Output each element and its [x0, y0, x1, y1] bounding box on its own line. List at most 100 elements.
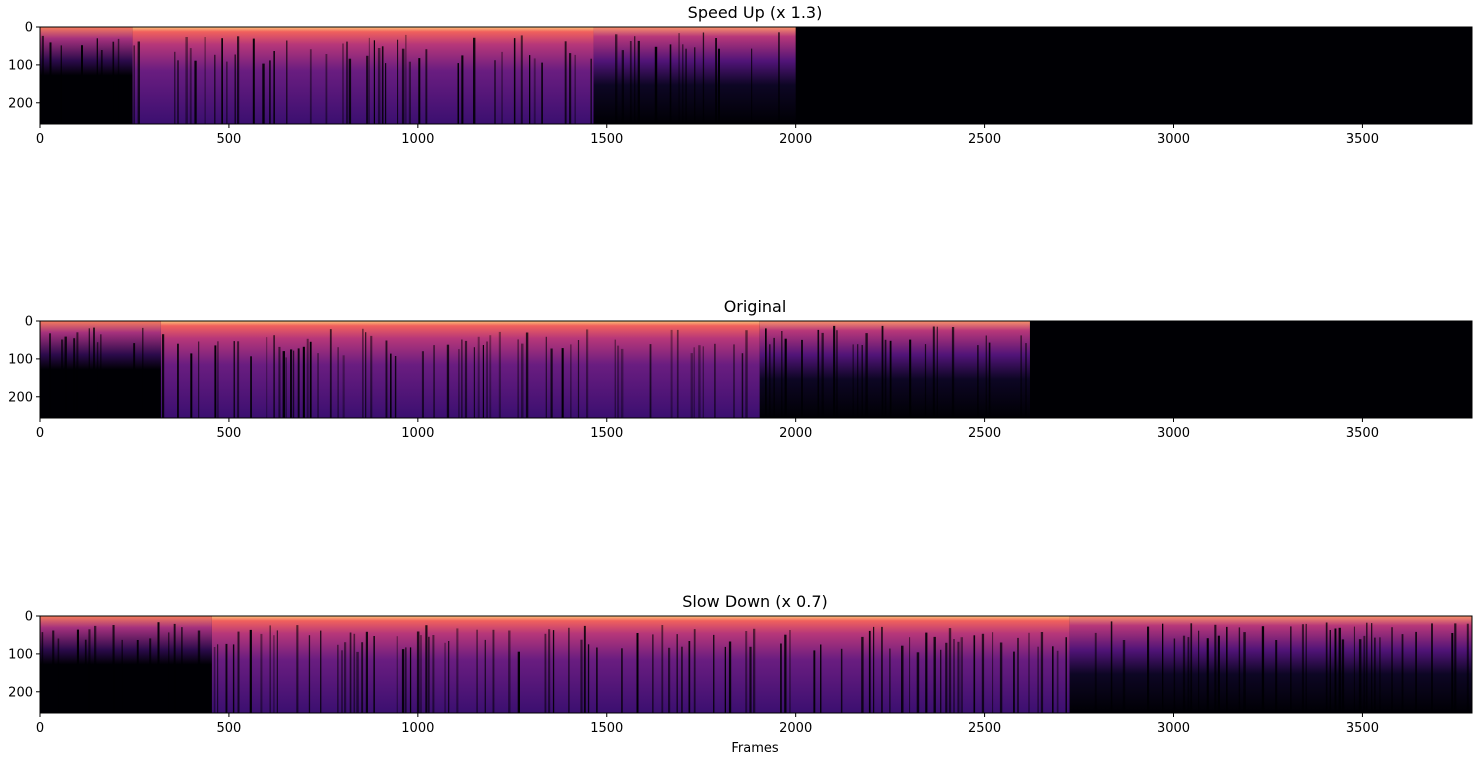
spectrogram-gap — [225, 643, 228, 713]
spectrogram-gap — [501, 51, 503, 124]
spectrogram-gap — [780, 643, 782, 713]
spectrogram-gap — [190, 353, 193, 418]
spectrogram-gap — [269, 625, 271, 713]
x-tick-label: 1000 — [401, 132, 434, 147]
spectrogram-gap — [418, 58, 421, 124]
spectrogram-gap — [394, 356, 397, 418]
spectrogram-gap — [529, 55, 531, 124]
spectrogram-gap — [636, 633, 639, 713]
spectrogram-gap — [1028, 632, 1030, 713]
spectrogram-gap — [266, 337, 268, 418]
spectrogram-gap — [936, 326, 938, 418]
spectrogram-gap — [545, 336, 547, 418]
y-tick-label: 100 — [8, 352, 33, 367]
spectrogram-gap — [448, 641, 450, 713]
spectrogram-gap — [473, 37, 476, 124]
spectrogram-gap — [957, 641, 960, 713]
spectrogram-gap — [784, 338, 787, 418]
x-tick-label: 500 — [217, 426, 242, 441]
spectrogram-gap — [137, 41, 140, 124]
spectrogram-gap — [1094, 632, 1097, 713]
spectrogram-gap — [718, 48, 720, 125]
x-axis-label: Frames — [731, 741, 779, 756]
y-tick-label: 100 — [8, 58, 33, 73]
spectrogram-gap — [1366, 622, 1368, 713]
spectrogram-gap — [586, 329, 589, 418]
spectrogram-gap — [574, 54, 576, 124]
spectrogram-gap — [162, 334, 165, 418]
spectrogram-gap — [262, 63, 265, 124]
spectrogram-gap — [694, 47, 696, 124]
spectrogram-gap — [1243, 632, 1246, 713]
spectrogram-texture — [41, 621, 1469, 713]
spectrogram-gap — [492, 629, 495, 713]
spectrogram-gap — [693, 347, 695, 418]
spectrogram-gap — [370, 335, 373, 418]
spectrogram-gap — [753, 628, 756, 713]
y-tick-label: 0 — [25, 315, 33, 330]
spectrogram-gap — [781, 331, 783, 418]
spectrogram-gap — [96, 38, 98, 124]
spectrogram-gap — [117, 38, 120, 124]
x-tick-label: 500 — [217, 721, 242, 736]
spectrogram-gap — [226, 61, 228, 124]
spectrogram-gap — [857, 344, 859, 418]
spectrogram-gap — [64, 336, 67, 418]
spectrogram-gap — [580, 639, 583, 713]
x-tick-label: 0 — [36, 132, 44, 147]
spectrogram-gap — [615, 34, 618, 124]
spectrogram-gap — [337, 644, 339, 713]
spectrogram-gap — [185, 37, 188, 124]
spectrogram-gap — [1173, 638, 1176, 713]
spectrogram-gap — [621, 50, 624, 124]
spectrogram-gap — [1290, 626, 1292, 713]
spectrogram-gap — [52, 630, 55, 713]
spectrogram-gap — [992, 632, 994, 713]
spectrogram-gap — [1401, 634, 1404, 713]
spectrogram-gap — [813, 650, 816, 713]
spectrogram-gap — [278, 346, 281, 418]
spectrogram-gap — [668, 647, 671, 713]
y-axis-ticks: 0 100 200 — [8, 610, 40, 700]
panel-slow-down: Slow Down (x 0.7) 0 500 1000 1500 2000 2500 30… — [8, 592, 1473, 756]
spectrogram-gap — [237, 631, 240, 713]
spectrogram-image — [40, 321, 1030, 418]
spectrogram-gap — [88, 629, 91, 713]
spectrogram-gap — [702, 346, 704, 418]
spectrogram-gap — [1379, 637, 1381, 713]
spectrogram-gap — [73, 338, 76, 418]
spectrogram-gap — [621, 648, 623, 713]
spectrogram-gap — [1451, 633, 1454, 713]
spectrogram-gap — [317, 353, 319, 418]
spectrogram-gap — [715, 38, 717, 124]
spectrogram-gap — [397, 39, 399, 125]
spectrogram-gap — [461, 55, 464, 124]
spectrogram-gap — [373, 40, 375, 124]
spectrogram-gap — [234, 54, 236, 124]
spectrogram-gap — [1182, 635, 1186, 713]
x-tick-label: 2500 — [968, 426, 1001, 441]
spectrogram-gap — [569, 53, 572, 124]
x-tick-label: 2000 — [779, 426, 812, 441]
spectrogram-gap — [525, 332, 529, 418]
spectrogram-gap — [587, 644, 590, 713]
panel-title: Slow Down (x 0.7) — [682, 592, 827, 611]
spectrogram-gap — [999, 642, 1003, 713]
spectrogram-gap — [552, 630, 555, 713]
spectrogram-gap — [508, 630, 511, 713]
spectrogram-gap — [309, 49, 312, 125]
spectrogram-gap — [309, 341, 312, 418]
spectrogram-gap — [282, 351, 285, 418]
spectrogram-gap — [133, 45, 135, 124]
spectrogram-gap — [419, 635, 422, 713]
spectrogram-gap — [821, 332, 824, 418]
spectrogram-gap — [977, 345, 979, 418]
spectrogram-gap — [685, 48, 687, 125]
spectrogram-gap — [486, 341, 488, 418]
y-axis-ticks: 0 100 200 — [8, 21, 40, 111]
spectrogram-gap — [769, 344, 771, 418]
spectrogram-gap — [366, 55, 369, 124]
spectrogram-gap — [714, 343, 716, 418]
spectrogram-gap — [1217, 635, 1220, 713]
spectrogram-gap — [1214, 624, 1217, 713]
